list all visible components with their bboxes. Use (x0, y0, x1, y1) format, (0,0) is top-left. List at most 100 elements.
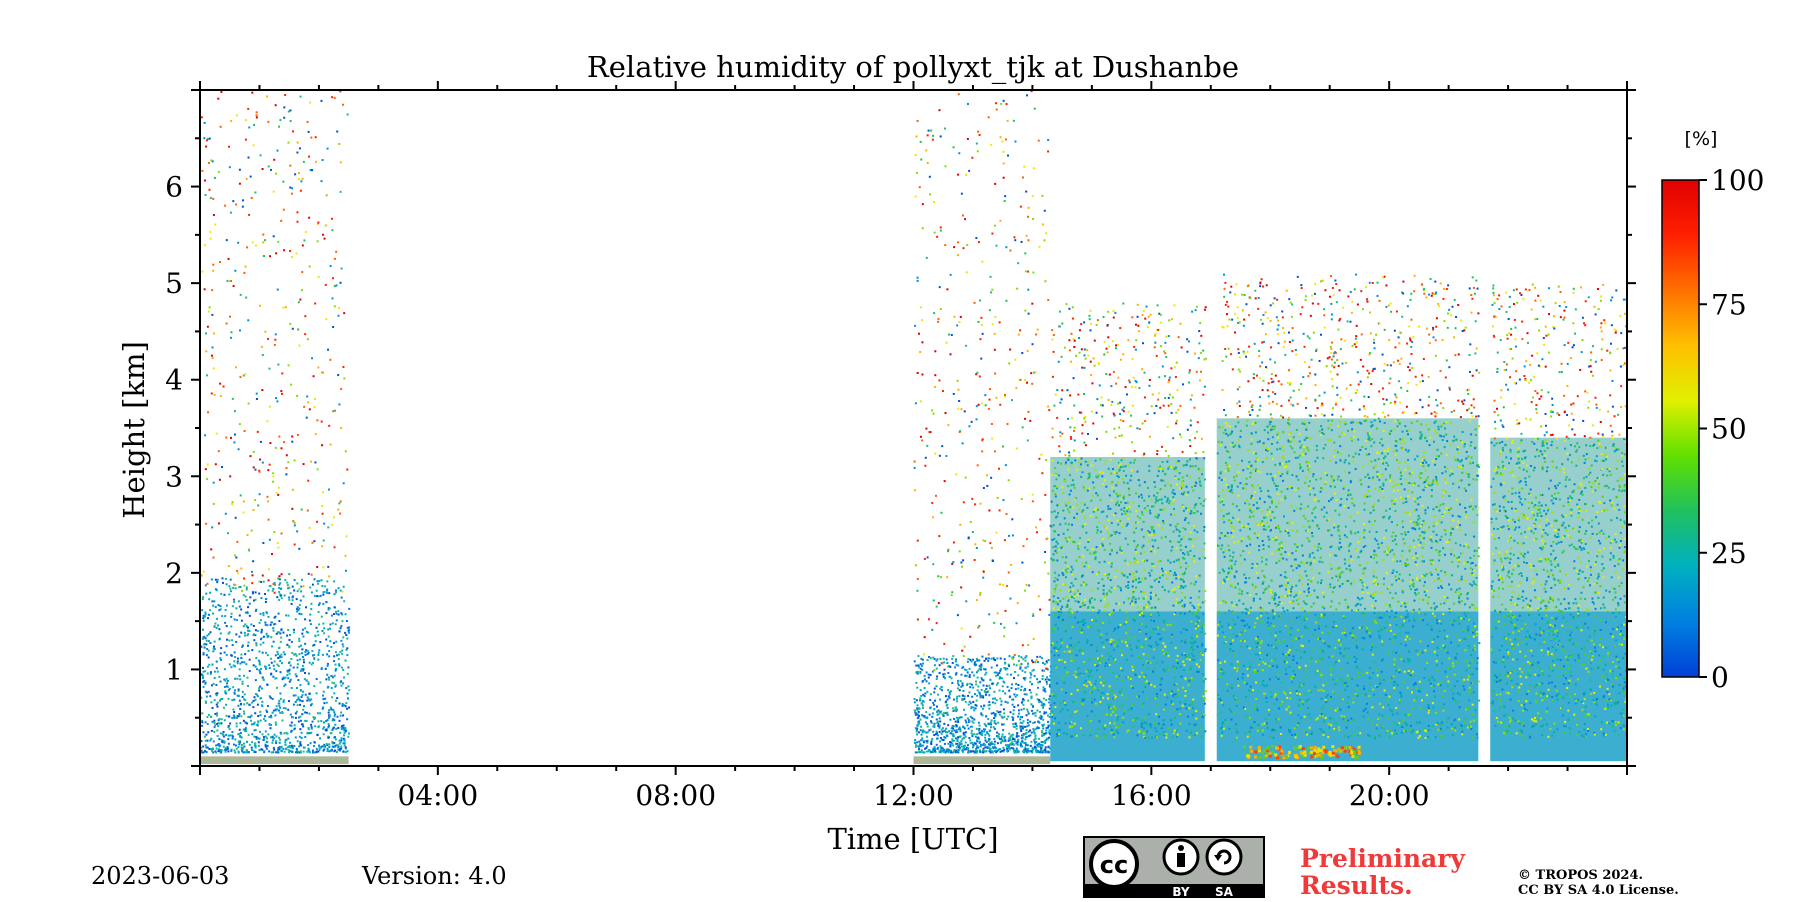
rh-pixel (251, 582, 254, 585)
rh-pixel (231, 501, 234, 504)
rh-pixel (964, 731, 967, 734)
rh-pixel (258, 592, 261, 595)
rh-pixel (913, 698, 916, 701)
rh-pixel (1102, 684, 1105, 687)
rh-pixel (1169, 623, 1172, 626)
rh-pixel (916, 589, 919, 592)
rh-pixel (1086, 606, 1089, 609)
rh-pixel (999, 136, 1002, 139)
rh-pixel (328, 678, 331, 681)
rh-pixel (1064, 479, 1067, 482)
rh-pixel (1108, 573, 1111, 576)
rh-pixel (1115, 484, 1118, 487)
rh-pixel (1045, 727, 1048, 730)
rh-pixel (1196, 645, 1199, 648)
rh-pixel (1004, 700, 1007, 703)
rh-pixel (315, 589, 318, 592)
rh-pixel (1043, 711, 1046, 714)
rh-pixel (280, 746, 283, 749)
rh-pixel (276, 542, 279, 545)
rh-pixel (202, 619, 205, 622)
rh-pixel (1040, 717, 1043, 720)
rh-pixel (951, 661, 954, 664)
rh-pixel (1057, 616, 1060, 619)
rh-pixel (1159, 683, 1162, 686)
rh-pixel (268, 255, 271, 258)
rh-pixel (202, 666, 205, 669)
rh-pixel (219, 382, 222, 385)
rh-pixel (938, 454, 941, 457)
rh-pixel (1105, 662, 1108, 665)
rh-pixel (298, 639, 301, 642)
rh-pixel (279, 692, 282, 695)
rh-pixel (970, 420, 973, 423)
rh-pixel (1155, 695, 1158, 698)
rh-pixel (300, 508, 303, 511)
rh-pixel (921, 373, 924, 376)
rh-pixel (1182, 509, 1185, 512)
rh-pixel (211, 289, 214, 292)
rh-pixel (280, 656, 283, 659)
rh-pixel (218, 638, 221, 641)
rh-pixel (1152, 628, 1155, 631)
rh-pixel (313, 685, 316, 688)
rh-pixel (1151, 606, 1154, 609)
rh-pixel (964, 700, 967, 703)
rh-pixel (1083, 682, 1086, 685)
rh-pixel (1002, 708, 1005, 711)
rh-pixel (1004, 738, 1007, 741)
rh-pixel (938, 664, 941, 667)
rh-pixel (321, 545, 324, 548)
rh-pixel (999, 219, 1002, 222)
rh-pixel (255, 392, 258, 395)
rh-pixel (963, 410, 966, 413)
rh-pixel (1061, 641, 1064, 644)
rh-pixel (998, 748, 1001, 751)
rh-pixel (1182, 493, 1185, 496)
rh-pixel (332, 709, 335, 712)
rh-pixel (343, 377, 346, 380)
rh-pixel (1031, 749, 1034, 752)
rh-pixel (1078, 465, 1081, 468)
rh-pixel (1106, 638, 1109, 641)
rh-pixel (951, 739, 954, 742)
rh-pixel (1120, 679, 1123, 682)
rh-pixel (1024, 589, 1027, 592)
rh-pixel (1036, 744, 1039, 747)
rh-pixel (1134, 526, 1137, 529)
rh-pixel (288, 639, 291, 642)
rh-pixel (1179, 601, 1182, 604)
rh-pixel (1053, 510, 1056, 513)
rh-pixel (330, 645, 333, 648)
rh-pixel (943, 642, 946, 645)
rh-pixel (947, 424, 950, 427)
rh-pixel (925, 427, 928, 430)
rh-pixel (211, 706, 214, 709)
rh-pixel (307, 130, 310, 133)
rh-pixel (1196, 635, 1199, 638)
rh-pixel (1081, 649, 1084, 652)
heatmap-segment (913, 90, 1052, 765)
rh-pixel (1005, 513, 1008, 516)
rh-pixel (1097, 629, 1100, 632)
rh-pixel (1000, 735, 1003, 738)
rh-pixel (200, 673, 203, 676)
rh-pixel (937, 602, 940, 605)
rh-pixel (1142, 608, 1145, 611)
rh-pixel (1145, 615, 1148, 618)
rh-pixel (254, 191, 257, 194)
rh-pixel (299, 658, 302, 661)
rh-pixel (1113, 697, 1116, 700)
rh-pixel (326, 686, 329, 689)
rh-pixel (274, 615, 277, 618)
rh-pixel (1044, 280, 1047, 283)
rh-pixel (202, 570, 205, 573)
rh-pixel (969, 520, 972, 523)
rh-pixel (255, 656, 258, 659)
rh-pixel (339, 650, 342, 653)
rh-pixel (1167, 396, 1170, 399)
rh-pixel (219, 632, 222, 635)
rh-pixel (220, 739, 223, 742)
rh-pixel (271, 739, 274, 742)
rh-pixel (1102, 592, 1105, 595)
